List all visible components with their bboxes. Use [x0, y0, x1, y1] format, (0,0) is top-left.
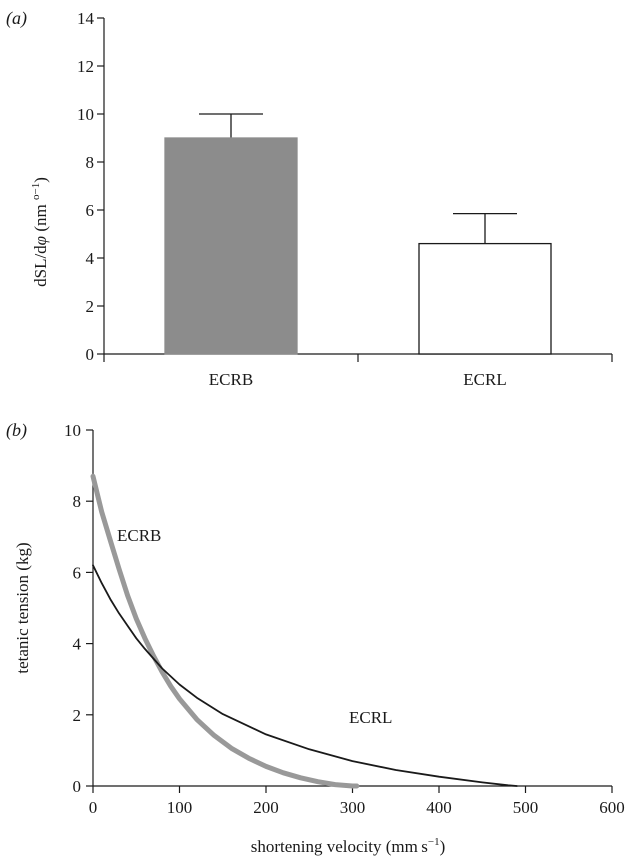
panel-a-y-tick-label: 12 — [77, 57, 94, 76]
panel-b-x-tick-label: 100 — [167, 798, 193, 817]
panel-b-label: (b) — [6, 420, 27, 441]
panel-b-series-ecrb — [90, 473, 360, 789]
panel-b-y-tick-label: 8 — [73, 492, 82, 511]
panel-b-x-tick-label: 300 — [340, 798, 366, 817]
panel-b-y-tick-label: 0 — [73, 777, 82, 796]
panel-a-bar-ecrl — [418, 242, 552, 355]
panel-b-x-tick-label: 200 — [253, 798, 279, 817]
panel-b-x-tick-label: 400 — [426, 798, 452, 817]
panel-b-y-tick-label: 2 — [73, 706, 82, 725]
panel-b-series-labels: ECRB ECRL — [117, 526, 392, 727]
panel-b-y-tick-label: 6 — [73, 563, 82, 582]
panel-a-category-label: ECRL — [463, 370, 506, 389]
panel-b-series-ecrl — [92, 564, 518, 787]
panel-a-y-axis: 0 2 4 6 8 10 12 14 — [77, 9, 105, 364]
panel-b-x-tick-label: 0 — [89, 798, 98, 817]
panel-a-category-label: ECRB — [209, 370, 253, 389]
panel-a-bar-chart: (a) dSL/dφ (nm o−1) 0 2 4 6 8 10 12 14 ECRB ECRL — [6, 8, 613, 389]
panel-a-y-tick-label: 0 — [86, 345, 95, 364]
panel-b-x-tick-label: 500 — [513, 798, 539, 817]
panel-a-x-axis — [103, 353, 613, 362]
panel-a-y-tick-label: 10 — [77, 105, 94, 124]
panel-a-y-tick-label: 8 — [86, 153, 95, 172]
panel-a-label: (a) — [6, 8, 27, 29]
panel-a-y-tick-label: 4 — [86, 249, 95, 268]
panel-a-y-tick-label: 14 — [77, 9, 95, 28]
panel-a-y-tick-label: 6 — [86, 201, 95, 220]
panel-a-category-labels: ECRB ECRL — [209, 370, 507, 389]
panel-a-y-tick-label: 2 — [86, 297, 95, 316]
panel-b-y-axis-title: tetanic tension (kg) — [13, 542, 32, 673]
panel-b-series-label-ecrl: ECRL — [349, 708, 392, 727]
panel-b-x-axis-title: shortening velocity (mm s−1) — [251, 836, 446, 856]
panel-b-line-chart: (b) tetanic tension (kg) shortening velo… — [6, 420, 625, 856]
panel-a-bars — [164, 113, 552, 355]
panel-a-bar-ecrb — [164, 137, 298, 355]
panel-a-y-axis-title: dSL/dφ (nm o−1) — [30, 177, 50, 287]
panel-b-series-label-ecrb: ECRB — [117, 526, 161, 545]
panel-b-y-tick-label: 4 — [73, 635, 82, 654]
panel-b-y-tick-label: 10 — [64, 421, 81, 440]
panel-b-x-tick-label: 600 — [599, 798, 625, 817]
panel-b-series — [90, 473, 518, 789]
